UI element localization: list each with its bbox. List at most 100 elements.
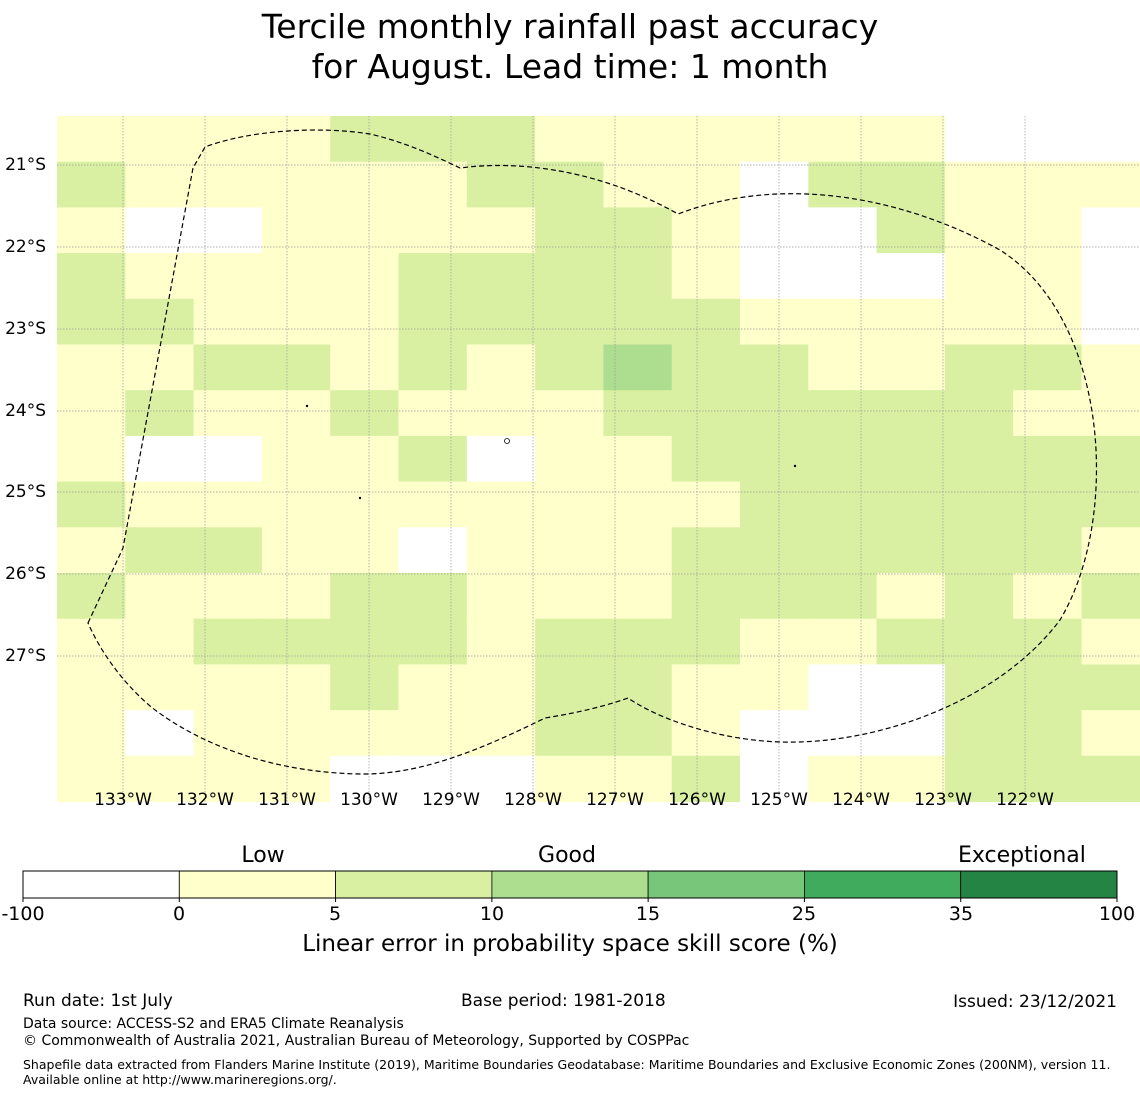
eez-boundary xyxy=(87,129,1098,775)
grid-cell xyxy=(740,755,809,803)
grid-cell xyxy=(535,344,604,391)
grid-cell xyxy=(125,253,195,300)
grid-cell xyxy=(398,755,468,803)
legend-category-low: Low xyxy=(241,843,285,868)
grid-cell xyxy=(944,573,1014,620)
grid-cell xyxy=(603,527,673,574)
colorbar-tick: 5 xyxy=(328,903,342,925)
grid-cell xyxy=(808,390,878,437)
grid-cell xyxy=(671,253,741,300)
grid-cell xyxy=(740,618,809,665)
grid-cell xyxy=(876,481,946,528)
grid-cell xyxy=(808,573,878,620)
grid-cell xyxy=(671,481,741,528)
grid-cell xyxy=(125,435,195,483)
grid-cell xyxy=(671,344,741,391)
grid-cell xyxy=(466,664,536,711)
colorbar-segment xyxy=(178,870,337,899)
grid-cell xyxy=(1013,481,1083,528)
grid-cell xyxy=(671,298,741,346)
grid-cell xyxy=(1081,755,1140,803)
grid-cell xyxy=(671,207,741,254)
grid-cell xyxy=(535,573,604,620)
grid-cell xyxy=(193,161,263,208)
title-line-2: for August. Lead time: 1 month xyxy=(311,47,829,86)
grid-cell xyxy=(1081,207,1140,254)
grid-cell xyxy=(535,755,604,803)
grid-cell xyxy=(876,435,946,483)
grid-cell xyxy=(876,664,946,711)
lon-label-133w: 133°W xyxy=(94,790,152,810)
colorbar-segment xyxy=(960,870,1118,899)
legend-category-good: Good xyxy=(538,843,596,868)
grid-cell xyxy=(261,664,331,711)
grid-cell xyxy=(466,481,536,528)
grid-cell xyxy=(125,755,195,803)
grid-cell xyxy=(398,481,468,528)
grid-cell xyxy=(330,344,400,391)
grid-cell xyxy=(261,573,331,620)
grid-cell xyxy=(125,390,195,437)
grid-cell xyxy=(671,710,741,757)
grid-cell xyxy=(1013,710,1083,757)
grid-cell xyxy=(398,116,468,163)
grid-cell xyxy=(398,207,468,254)
grid-cell xyxy=(535,298,604,346)
grid-cell xyxy=(603,573,673,620)
colorbar-tick: 25 xyxy=(791,903,817,925)
colorbar xyxy=(22,870,1118,902)
grid-cell xyxy=(193,618,263,665)
grid-cell xyxy=(125,664,195,711)
issued-date: Issued: 23/12/2021 xyxy=(953,992,1117,1012)
grid-cell xyxy=(1081,161,1140,208)
grid-cell xyxy=(261,527,331,574)
grid-cell xyxy=(671,116,741,163)
grid-cell xyxy=(1081,664,1140,711)
grid-cell xyxy=(808,664,878,711)
grid-cell xyxy=(330,710,400,757)
grid-cell xyxy=(740,435,809,483)
grid-cell xyxy=(125,344,195,391)
grid-cell xyxy=(808,298,878,346)
grid-cell xyxy=(1013,390,1083,437)
grid-cell xyxy=(535,527,604,574)
grid-cell xyxy=(671,618,741,665)
grid-cell xyxy=(193,710,263,757)
run-date: Run date: 1st July xyxy=(23,991,173,1011)
grid-cell xyxy=(398,664,468,711)
grid-cell xyxy=(398,435,468,483)
grid-cell xyxy=(944,298,1014,346)
grid-cell xyxy=(1013,298,1083,346)
grid-cell xyxy=(398,344,468,391)
grid-cell xyxy=(1081,527,1140,574)
grid-cell xyxy=(876,298,946,346)
grid-cell xyxy=(125,710,195,757)
grid-cell xyxy=(125,298,195,346)
grid-cell xyxy=(808,253,878,300)
grid-cell xyxy=(261,298,331,346)
lon-label-128w: 128°W xyxy=(504,790,562,810)
grid-cell xyxy=(261,618,331,665)
grid-cell xyxy=(1081,481,1140,528)
lat-label-24s: 24°S xyxy=(5,401,46,421)
grid-cell xyxy=(1081,618,1140,665)
grid-cell xyxy=(466,207,536,254)
colorbar-tick: 10 xyxy=(479,903,505,925)
grid-cell xyxy=(57,161,126,208)
grid-cell xyxy=(57,618,126,665)
grid-cell xyxy=(535,710,604,757)
grid-cell xyxy=(466,390,536,437)
grid-cell xyxy=(261,755,331,803)
grid-cell xyxy=(876,116,946,163)
grid-cell xyxy=(57,344,126,391)
grid-cell xyxy=(603,344,673,391)
grid-cell xyxy=(1013,527,1083,574)
grid-cell xyxy=(740,573,809,620)
grid-cell xyxy=(193,390,263,437)
grid-cell xyxy=(671,664,741,711)
grid-cell xyxy=(808,116,878,163)
lon-label-123w: 123°W xyxy=(914,790,972,810)
islands xyxy=(305,404,797,500)
grid-cell xyxy=(1013,664,1083,711)
grid-cell xyxy=(125,573,195,620)
